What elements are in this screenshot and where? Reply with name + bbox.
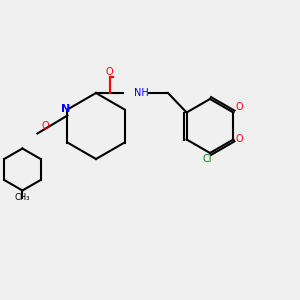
Text: CH₃: CH₃ — [15, 193, 30, 202]
Text: O: O — [236, 101, 243, 112]
Text: NH: NH — [134, 88, 148, 98]
Text: O: O — [236, 134, 243, 145]
Text: Cl: Cl — [202, 154, 212, 164]
Text: O: O — [106, 67, 113, 77]
Text: N: N — [61, 104, 70, 115]
Text: O: O — [42, 121, 50, 131]
